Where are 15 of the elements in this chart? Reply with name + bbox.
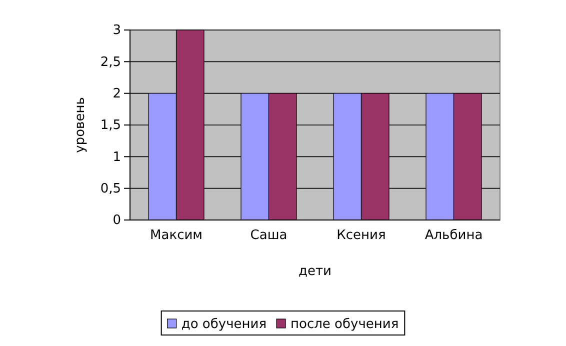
x-tick-label: Альбина	[424, 228, 483, 244]
y-tick-label: 2	[112, 86, 121, 102]
x-tick-label: Ксения	[336, 228, 386, 244]
x-tick-label: Максим	[150, 228, 202, 244]
y-tick-label: 1	[112, 150, 121, 165]
legend-label: до обучения	[181, 317, 267, 332]
y-tick-label: 0,5	[100, 181, 121, 196]
y-tick-label: 3	[112, 23, 121, 38]
y-tick-label: 1,5	[100, 118, 121, 134]
y-tick-label: 2,5	[100, 54, 121, 70]
y-tick-label: 0	[112, 213, 121, 228]
x-axis-title: дети	[298, 264, 332, 279]
y-axis-title: уровень	[73, 97, 88, 153]
x-tick-label: Саша	[250, 228, 288, 244]
legend-label: после обучения	[290, 317, 399, 332]
